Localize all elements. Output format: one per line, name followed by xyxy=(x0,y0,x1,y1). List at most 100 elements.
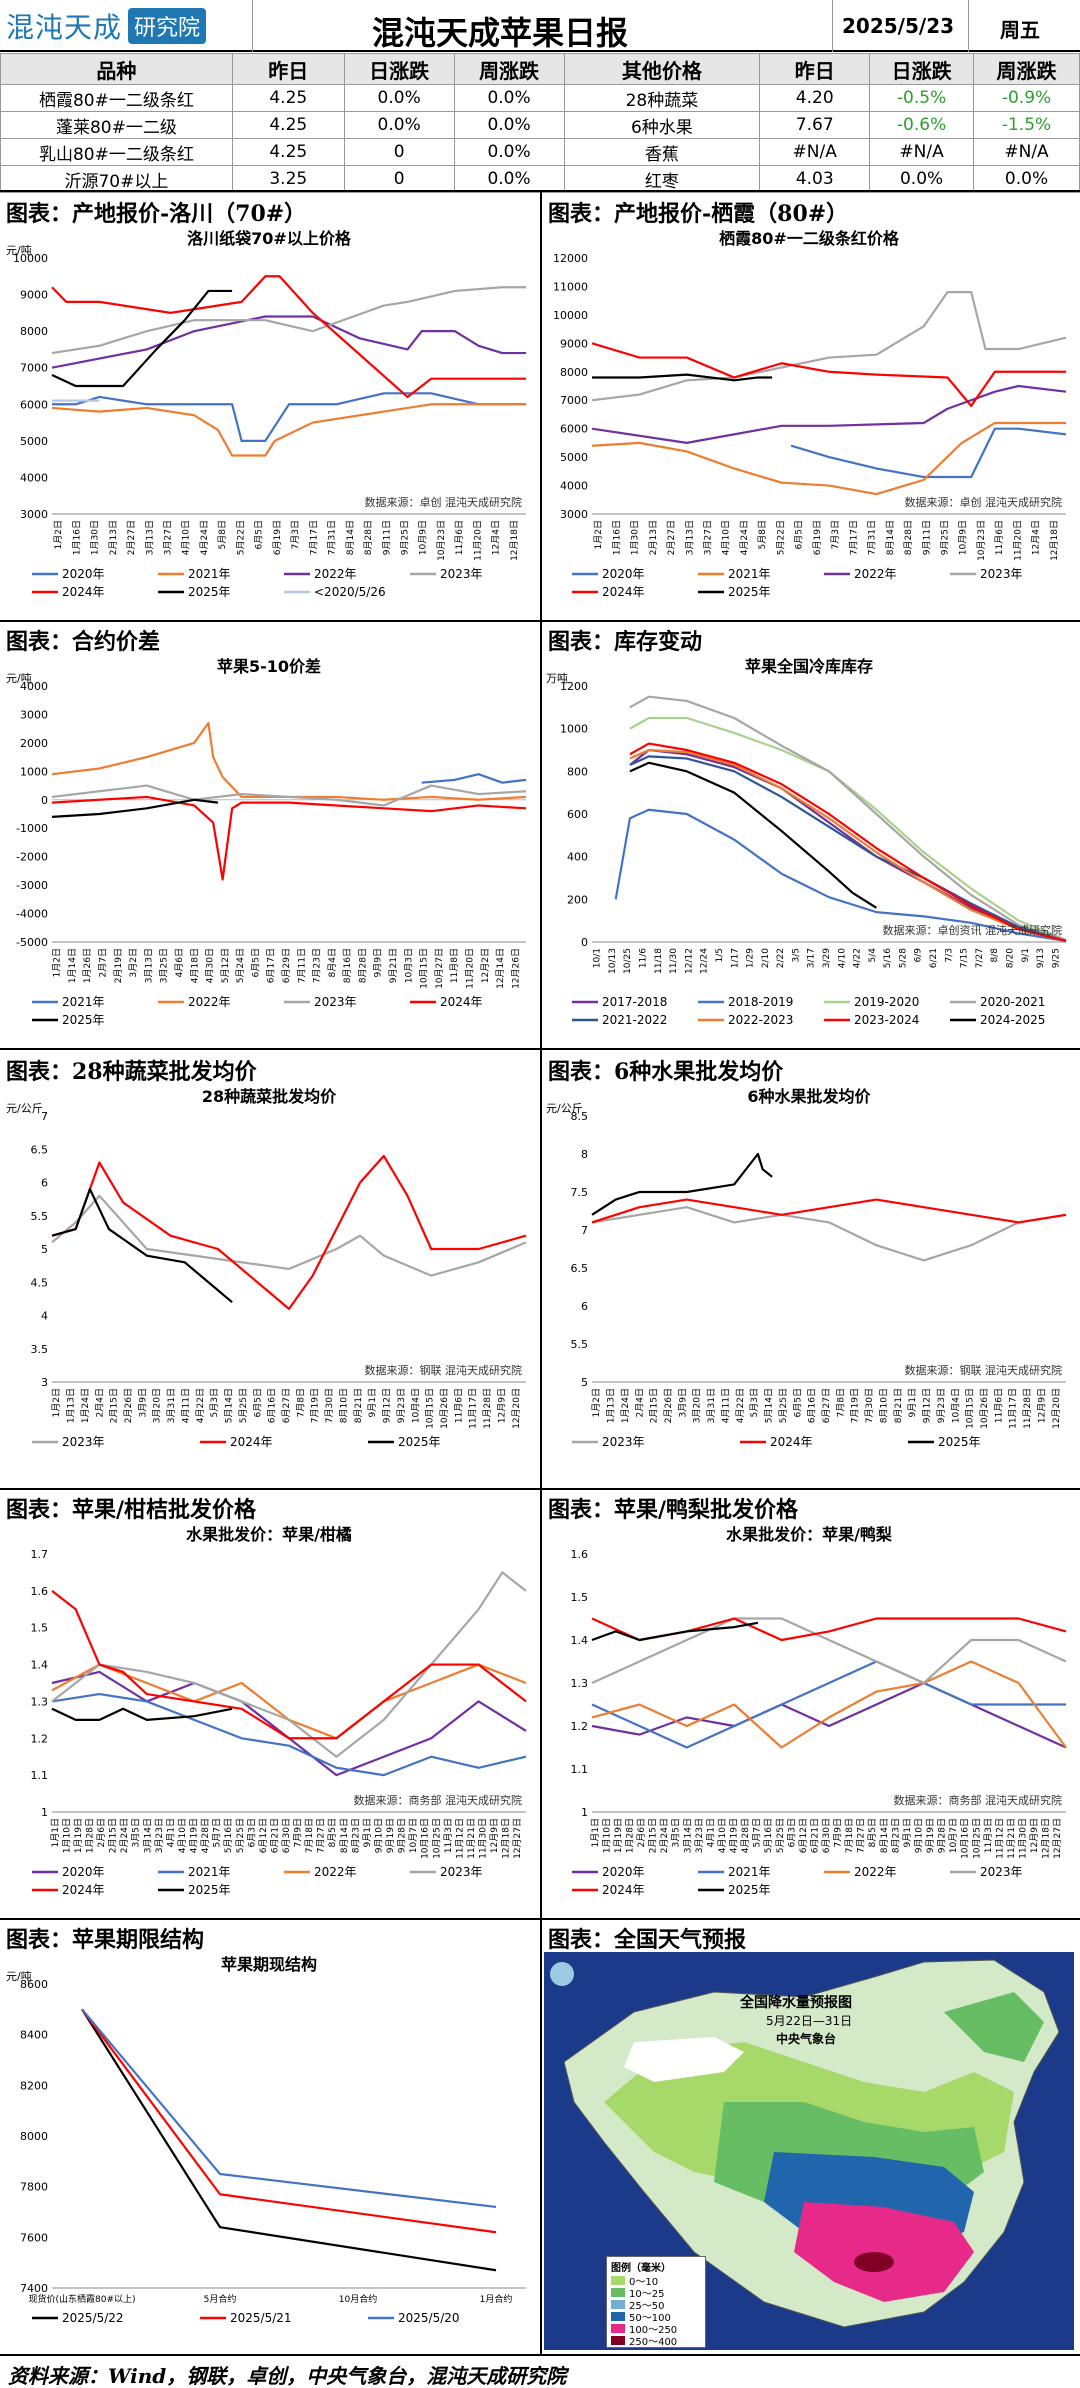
x-tick-label: 7月31日 xyxy=(867,520,878,555)
y-tick-label: 1.6 xyxy=(571,1548,589,1561)
series-line xyxy=(51,795,527,881)
series-line xyxy=(591,1660,1067,1749)
x-tick-label: 10月7日 xyxy=(408,1818,419,1853)
y-axis-label: 元/公斤 xyxy=(546,1102,583,1115)
x-tick-label: 7月19日 xyxy=(850,1388,861,1423)
x-tick-label: 1月28日 xyxy=(84,1818,95,1853)
series-line xyxy=(51,275,526,399)
series-line xyxy=(51,798,219,818)
weather-legend-item: 10～25 xyxy=(611,2286,701,2300)
x-tick-label: 1月1日 xyxy=(50,1818,61,1847)
y-tick-label: 12000 xyxy=(553,252,588,265)
price-table-cell: 0.0% xyxy=(453,165,565,193)
x-tick-label: 4月30日 xyxy=(205,948,216,983)
x-tick-label: 12月9日 xyxy=(1036,1388,1047,1423)
price-table-cell: -0.9% xyxy=(973,84,1080,112)
x-tick-label: 9月1日 xyxy=(907,1388,918,1417)
x-tick-label: 1月28日 xyxy=(624,1818,635,1853)
x-tick-label: 3月20日 xyxy=(692,1388,703,1423)
x-tick-label: 8月10日 xyxy=(878,1388,889,1423)
x-tick-label: 1月19日 xyxy=(613,1818,624,1853)
x-tick-label: 11月12日 xyxy=(994,1818,1005,1859)
series-line xyxy=(591,1617,1067,1685)
price-table-cell: 红枣 xyxy=(563,165,761,193)
series-line xyxy=(51,1663,527,1740)
legend-label: 2024年 xyxy=(62,1883,105,1897)
x-tick-label: 3月5日 xyxy=(671,1818,682,1847)
x-tick-label: 7月3日 xyxy=(290,520,301,549)
x-tick-label: 9月12日 xyxy=(382,1388,393,1423)
price-table-cell: 栖霞80#一二级条红 xyxy=(0,84,233,112)
price-table-header-cell: 周涨跌 xyxy=(973,53,1080,85)
x-tick-label: 3月14日 xyxy=(682,1818,693,1853)
x-tick-label: 5月16日 xyxy=(763,1818,774,1853)
section-divider xyxy=(0,2354,1080,2356)
x-tick-label: 3月13日 xyxy=(143,948,154,983)
report-weekday: 周五 xyxy=(1000,18,1040,42)
x-tick-label: 5月25日 xyxy=(778,1388,789,1423)
chart-title: 水果批发价：苹果/鸭梨 xyxy=(726,1525,893,1544)
x-tick-label: 10月3日 xyxy=(403,948,414,983)
x-tick-label: 8月28日 xyxy=(357,948,368,983)
x-tick-label: 11月28日 xyxy=(482,1388,493,1429)
panel-title-term-structure: 图表：苹果期限结构 xyxy=(6,1927,205,1953)
y-tick-label: -1000 xyxy=(16,822,48,835)
x-tick-label: 1月2日 xyxy=(53,520,64,549)
report-title: 混沌天成苹果日报 xyxy=(372,14,629,52)
panel-title-weather: 图表：全国天气预报 xyxy=(548,1927,747,1953)
x-tick-label: 2月13日 xyxy=(108,520,119,555)
x-tick-label: 10月4日 xyxy=(950,1388,961,1423)
legend-label: 2021年 xyxy=(62,995,105,1009)
x-tick-label: 9/25 xyxy=(1051,948,1061,968)
x-tick-label: 3月27日 xyxy=(703,520,714,555)
x-tick-label: 1月24日 xyxy=(620,1388,631,1423)
price-table-header-cell: 其他价格 xyxy=(563,53,761,85)
y-axis-label: 元/吨 xyxy=(6,1970,32,1983)
y-tick-label: 5000 xyxy=(560,451,588,464)
x-tick-label: 5月3日 xyxy=(209,1388,220,1417)
chart-title: 28种蔬菜批发均价 xyxy=(202,1087,337,1106)
series-line xyxy=(591,1198,1067,1224)
weather-legend-items: 0～10 10～25 25～50 50～100 100～250 250～400 xyxy=(611,2274,701,2348)
y-tick-label: 5 xyxy=(41,1243,48,1256)
x-tick-label: 7月18日 xyxy=(844,1818,855,1853)
weather-legend-swatch xyxy=(611,2287,625,2297)
x-tick-label: 5月3日 xyxy=(749,1388,760,1417)
x-tick-label: 10/1 xyxy=(593,948,603,968)
weather-legend-label: 25～50 xyxy=(629,2300,665,2312)
x-tick-label: 3/5 xyxy=(791,948,801,962)
x-tick-label: 4月24日 xyxy=(739,520,750,555)
x-tick-label: 4月10日 xyxy=(177,1818,188,1853)
price-table-cell: 4.03 xyxy=(759,165,871,193)
legend-label: 2023年 xyxy=(62,1435,105,1449)
x-tick-label: 10月7日 xyxy=(948,1818,959,1853)
y-tick-label: 8600 xyxy=(20,1978,48,1991)
price-table-row: 栖霞80#一二级条红 4.25 0.0% 0.0% 28种蔬菜 4.20 -0.5% -0.9… xyxy=(0,84,1080,112)
x-tick-label: 2月27日 xyxy=(666,520,677,555)
x-tick-label: 1月19日 xyxy=(73,1818,84,1853)
price-table-row: 沂源70#以上 3.25 0 0.0% 红枣 4.03 0.0% 0.0% xyxy=(0,165,1080,193)
weather-legend-label: 0～10 xyxy=(629,2276,659,2288)
price-table-cell: -0.6% xyxy=(869,111,975,139)
price-table-cell: 0 xyxy=(343,138,455,166)
y-tick-label: 1.2 xyxy=(31,1732,49,1745)
x-tick-label: 11月3日 xyxy=(983,1818,994,1853)
y-tick-label: 1.4 xyxy=(571,1634,589,1647)
legend-label: 2025年 xyxy=(938,1435,981,1449)
chart-title: 洛川纸袋70#以上价格 xyxy=(187,229,352,248)
chart-title: 苹果5-10价差 xyxy=(217,657,321,676)
x-tick-label: 10月16日 xyxy=(420,1818,431,1859)
x-tick-label: 2月15日 xyxy=(108,1818,119,1853)
logo-text: 混沌天成 xyxy=(6,11,123,44)
x-tick-label: 6/21 xyxy=(929,948,939,968)
x-tick-label: 8月14日 xyxy=(879,1818,890,1853)
x-tick-label: 2月6日 xyxy=(636,1818,647,1847)
weather-legend-item: 25～50 xyxy=(611,2298,701,2312)
legend-label: 2023年 xyxy=(440,567,483,581)
x-tick-label: 8月28日 xyxy=(903,520,914,555)
price-table-cell: 4.25 xyxy=(231,84,345,112)
series-line xyxy=(591,291,1067,402)
